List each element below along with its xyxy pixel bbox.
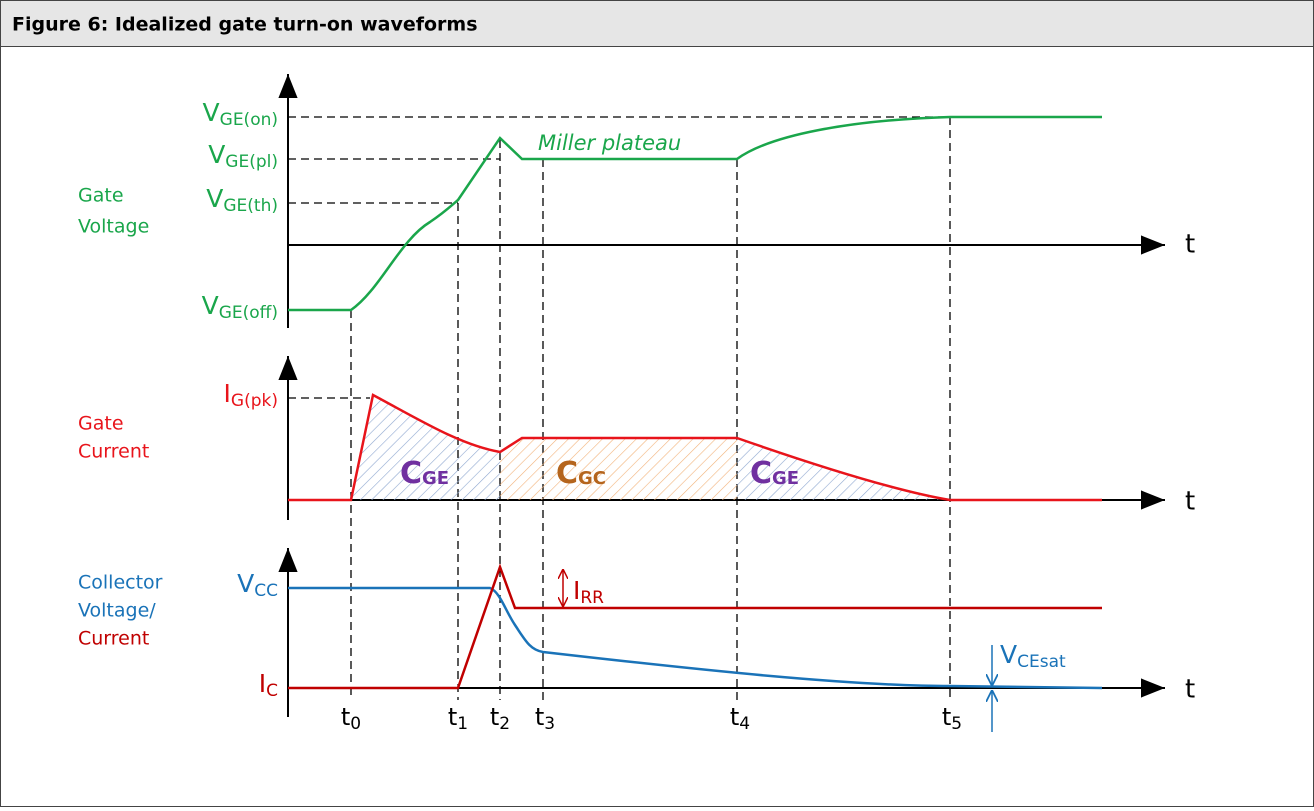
level-label: VGE(th)	[206, 184, 278, 216]
region-label: CGE	[400, 456, 449, 491]
annotation: Miller plateau	[538, 131, 681, 155]
time-label: t1	[448, 703, 468, 734]
panel-label: Collector	[78, 572, 163, 594]
hatch-cgc	[500, 438, 737, 500]
level-label: VCC	[237, 569, 278, 601]
annotation: VCEsat	[1000, 640, 1066, 672]
level-label: VGE(on)	[203, 98, 278, 130]
axis-label: t	[1185, 675, 1195, 705]
hatch-cge	[351, 395, 500, 500]
panel-label: Gate	[78, 185, 124, 207]
panel-labels: Gate Voltage Gate Current Collector Volt…	[78, 185, 163, 650]
level-label: VGE(off)	[202, 291, 278, 323]
panel-label: Gate	[78, 413, 124, 435]
hatch-cge	[737, 438, 950, 500]
collector-voltage-curve	[288, 586, 1103, 690]
region-label: CGE	[750, 456, 799, 491]
title: Figure 6: Idealized gate turn-on wavefor…	[12, 14, 478, 36]
panel-label: Current	[78, 628, 149, 650]
panel-label: Current	[78, 441, 149, 463]
time-label: t5	[942, 703, 962, 734]
panel-label: Voltage/	[78, 600, 156, 622]
annotation: IRR	[573, 576, 604, 608]
axis-label: t	[1185, 230, 1195, 260]
level-label: VGE(pl)	[208, 140, 278, 172]
gate-voltage-curve	[288, 115, 1102, 312]
time-label: t0	[341, 703, 361, 734]
time-label: t4	[730, 703, 750, 734]
header-bar	[0, 0, 1314, 47]
gate-current-curve	[288, 393, 1102, 502]
panel-label: Voltage	[78, 216, 149, 238]
time-label: t2	[490, 703, 510, 734]
collector-current-curve	[288, 563, 1102, 690]
region-label: CGC	[556, 456, 606, 491]
level-label: IC	[259, 669, 278, 701]
axis-label: t	[1185, 487, 1195, 517]
level-label: IG(pk)	[224, 379, 278, 411]
time-label: t3	[535, 703, 555, 734]
